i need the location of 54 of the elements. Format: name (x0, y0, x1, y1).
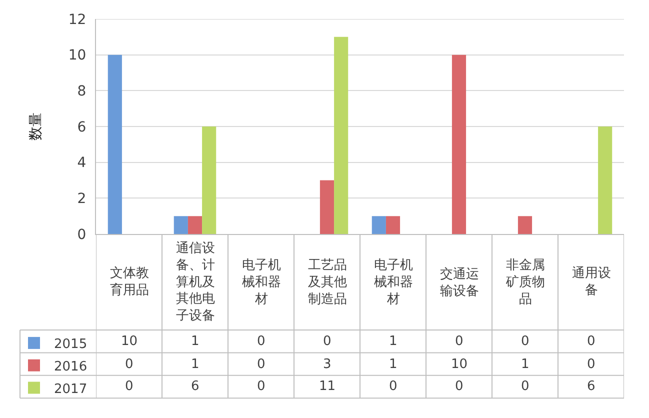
data-label: 1 (521, 357, 530, 372)
data-label: 0 (455, 334, 464, 349)
x-tick-label: 通信设备、计算机及其他电子设备 (176, 241, 215, 324)
bar (188, 216, 202, 234)
x-tick-label: 工艺品及其他制造品 (308, 258, 347, 307)
data-label: 1 (389, 334, 398, 349)
bar (320, 180, 334, 234)
data-label: 3 (323, 357, 332, 372)
data-label: 0 (587, 334, 596, 349)
legend-label: 2015 (54, 337, 88, 352)
bar (174, 216, 188, 234)
data-label: 1 (191, 357, 200, 372)
data-label: 0 (323, 334, 332, 349)
bar (386, 216, 400, 234)
data-label: 10 (121, 334, 138, 349)
data-label: 0 (389, 379, 398, 394)
data-label: 6 (191, 379, 200, 394)
data-label: 1 (191, 334, 200, 349)
y-tick-label: 12 (68, 12, 86, 28)
data-label: 10 (451, 357, 468, 372)
legend-label: 2017 (54, 382, 88, 397)
bar (334, 36, 348, 234)
y-tick-label: 8 (77, 84, 86, 100)
legend-label: 2016 (54, 359, 88, 374)
data-label: 11 (319, 379, 336, 394)
data-label: 0 (257, 334, 266, 349)
data-label: 1 (389, 357, 398, 372)
bar (598, 126, 612, 234)
x-tick-label: 电子机械和器材 (374, 258, 413, 307)
data-label: 0 (521, 334, 530, 349)
x-tick-label: 非金属矿质物品 (505, 258, 545, 307)
y-tick-label: 0 (77, 226, 86, 243)
bar (202, 126, 216, 234)
bar (452, 54, 466, 234)
y-axis-title: 数量 (28, 112, 44, 140)
x-tick-label: 电子机械和器材 (242, 258, 281, 307)
bar (108, 54, 122, 234)
data-label: 0 (587, 357, 596, 372)
x-tick-label: 文体教育用品 (110, 266, 149, 298)
y-tick-label: 4 (77, 155, 86, 172)
data-label: 0 (455, 379, 464, 394)
data-label: 6 (587, 379, 596, 394)
data-label: 0 (125, 379, 134, 394)
bar (372, 216, 386, 234)
y-tick-label: 10 (68, 48, 86, 64)
y-tick-label: 6 (77, 119, 86, 136)
data-label: 0 (257, 357, 266, 372)
data-label: 0 (125, 357, 134, 372)
bar (518, 216, 532, 234)
x-tick-label: 通用设备 (572, 266, 611, 298)
y-tick-label: 2 (77, 191, 86, 208)
data-label: 0 (257, 379, 266, 394)
data-label: 0 (521, 379, 530, 394)
x-tick-label: 交通运输设备 (440, 266, 479, 299)
